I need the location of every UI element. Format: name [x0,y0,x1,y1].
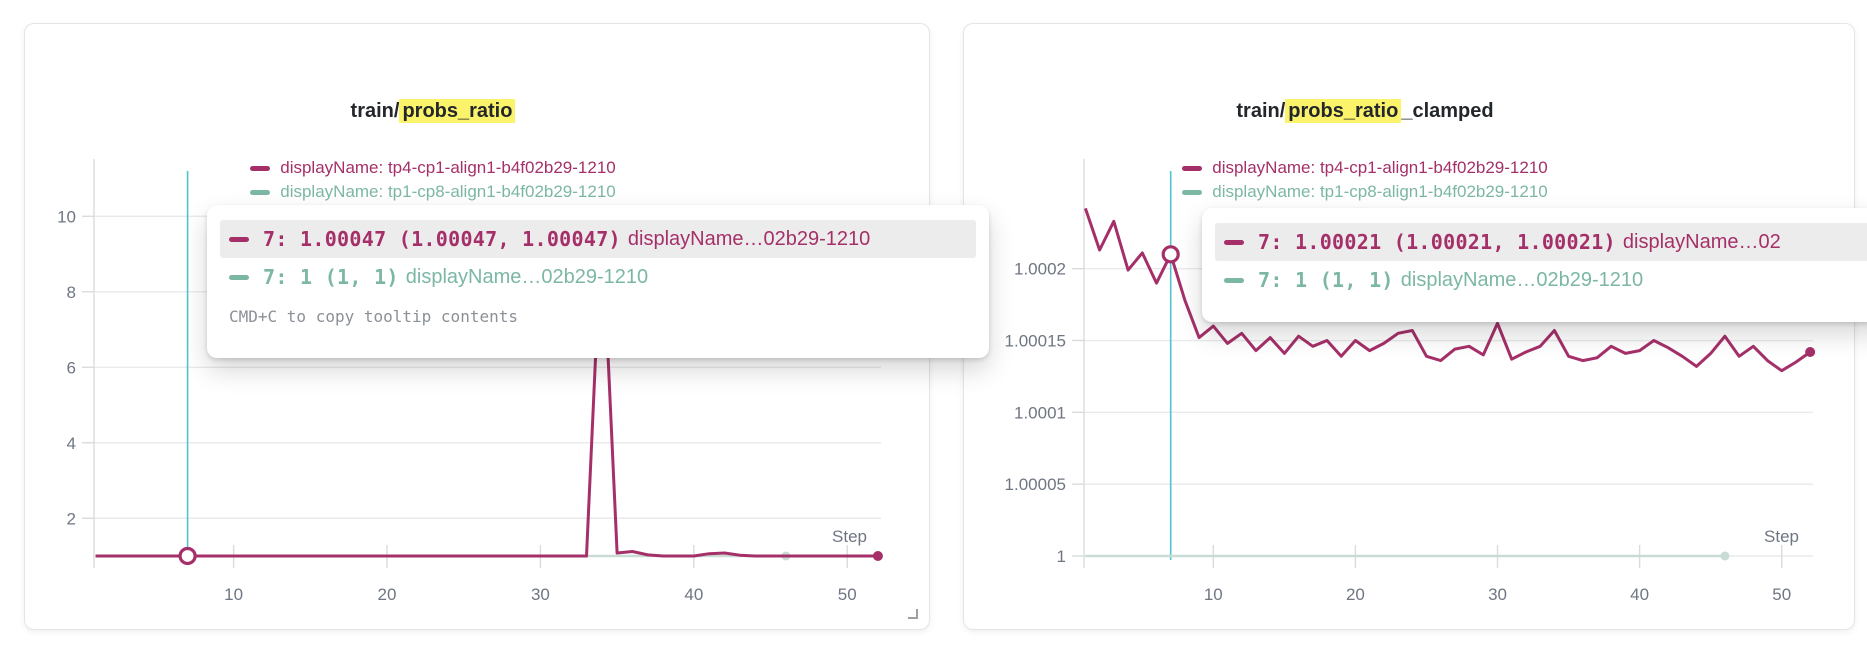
legend: displayName: tp4-cp1-align1-b4f02b29-121… [964,158,1854,202]
y-tick-label: 1 [1057,547,1066,566]
legend: displayName: tp4-cp1-align1-b4f02b29-121… [25,158,929,202]
series-end-dot [1720,551,1730,561]
x-tick-label: 10 [1204,585,1223,604]
x-tick-label: 20 [1346,585,1365,604]
title-highlight: probs_ratio [1285,99,1402,123]
tooltip-row: 7: 1.00047 (1.00047, 1.00047) displayName… [220,220,976,258]
x-tick-label: 50 [838,585,857,604]
tooltip-row: 7: 1.00021 (1.00021, 1.00021) displayName… [1215,223,1867,261]
tooltip-row: 7: 1 (1, 1) displayName…02b29-1210 [1215,261,1867,299]
y-tick-label: 4 [67,434,76,453]
y-tick-label: 8 [67,283,76,302]
panel-title: train/probs_ratio _clamped [964,99,1854,123]
y-tick-label: 2 [67,509,76,528]
tooltip-dash-icon [229,236,249,242]
y-tick-label: 1.0001 [1014,403,1066,422]
chart-probs-ratio-clamped[interactable]: 1 1.00005 1.0001 1.00015 1.0002 10 20 30 40 50 Ste… [964,24,1854,629]
x-tick-label: 40 [684,585,703,604]
legend-dash-icon [250,165,271,171]
legend-label: displayName: tp1-cp8-align1-b4f02b29-121… [1212,182,1548,201]
legend-label: displayName: tp4-cp1-align1-b4f02b29-121… [280,158,616,177]
x-tick-label: 20 [378,585,397,604]
tooltip-value: 7: 1.00047 (1.00047, 1.00047) [263,227,621,251]
hover-ring-marker [1161,245,1180,264]
title-prefix: train/ [350,100,400,122]
x-axis-label: Step [832,527,867,546]
panel-probs-ratio-clamped: train/probs_ratio _clamped displayName: t… [963,23,1855,630]
title-prefix: train/ [1236,100,1286,122]
x-axis-label: Step [1764,527,1799,546]
tooltip-probs-ratio: 7: 1.00047 (1.00047, 1.00047) displayName… [207,205,989,358]
tooltip-row: 7: 1 (1, 1) displayName…02b29-1210 [220,258,976,296]
legend-dash-icon [250,189,271,195]
tooltip-run-name: displayName…02b29-1210 [627,227,871,250]
x-tick-label: 30 [1488,585,1507,604]
tooltip-footer-hint: CMD+C to copy tooltip contents [229,307,518,326]
series-end-dot [872,551,883,561]
hover-ring-marker [178,546,197,566]
series-line [95,218,878,558]
x-tick-label: 10 [224,585,243,604]
x-tick-label: 40 [1630,585,1649,604]
y-tick-label: 6 [67,358,76,377]
legend-label: displayName: tp1-cp8-align1-b4f02b29-121… [280,182,616,201]
title-suffix: _clamped [1401,100,1494,122]
legend-item[interactable]: displayName: tp1-cp8-align1-b4f02b29-121… [250,182,616,202]
tooltip-value: 7: 1.00021 (1.00021, 1.00021) [1258,230,1616,254]
tooltip-run-name: displayName…02 [1622,230,1781,253]
y-tick-label: 10 [57,207,76,226]
panel-title: train/probs_ratio [25,99,929,123]
legend-item[interactable]: displayName: tp4-cp1-align1-b4f02b29-121… [250,158,616,178]
y-tick-label: 1.00005 [1005,475,1066,494]
series-end-dot [1805,347,1816,358]
legend-dash-icon [1182,189,1203,195]
tooltip-value: 7: 1 (1, 1) [263,265,399,289]
tooltip-run-name: displayName…02b29-1210 [1400,268,1644,291]
tooltip-probs-ratio-clamped: 7: 1.00021 (1.00021, 1.00021) displayName… [1202,208,1867,322]
tooltip-value: 7: 1 (1, 1) [1258,268,1394,292]
y-tick-label: 1.00015 [1005,332,1066,351]
y-tick-label: 1.0002 [1014,260,1066,279]
legend-label: displayName: tp4-cp1-align1-b4f02b29-121… [1212,158,1548,177]
legend-item[interactable]: displayName: tp1-cp8-align1-b4f02b29-121… [1182,182,1548,202]
title-highlight: probs_ratio [399,99,516,123]
tooltip-dash-icon [1224,239,1244,245]
tooltip-dash-icon [229,274,249,280]
series-line [1083,207,1812,373]
x-tick-label: 50 [1772,585,1791,604]
x-tick-label: 30 [531,585,550,604]
resize-handle-icon[interactable] [908,609,918,619]
tooltip-dash-icon [1224,277,1244,283]
legend-dash-icon [1182,165,1203,171]
legend-item[interactable]: displayName: tp4-cp1-align1-b4f02b29-121… [1182,158,1548,178]
tooltip-run-name: displayName…02b29-1210 [405,265,649,288]
